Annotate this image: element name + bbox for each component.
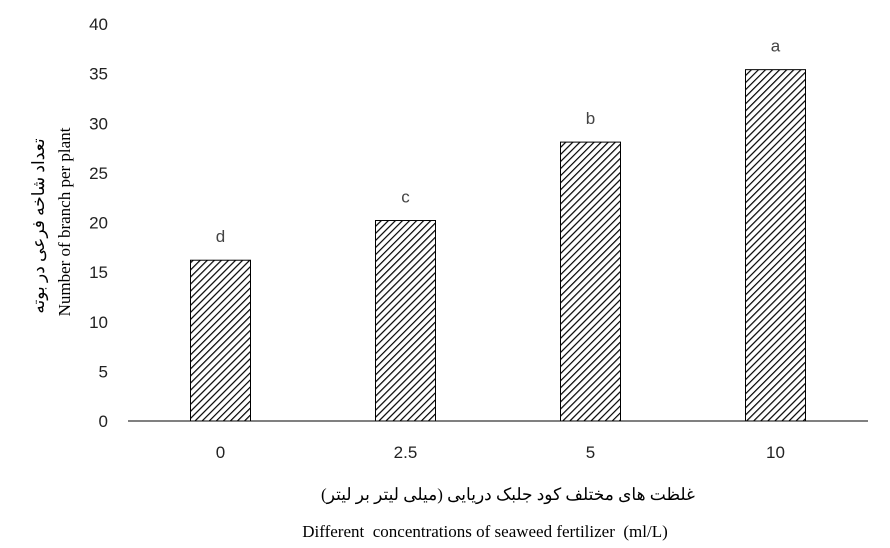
y-tick-label: 5 [99,362,108,381]
significance-letter: c [401,188,410,207]
x-tick-label: 10 [766,443,785,462]
x-axis-ticks: 0 2.5 5 10 [216,443,785,462]
bar [190,259,251,422]
significance-letters: d c b a [216,37,781,247]
y-tick-label: 10 [89,313,108,332]
y-tick-label: 40 [89,15,108,34]
significance-letter: b [586,109,595,128]
y-axis-ticks: 0 5 10 15 20 25 30 35 40 [89,15,108,431]
bar [375,220,436,422]
significance-letter: d [216,227,225,246]
y-axis-title-persian: تعداد شاخه فرعی در بوته [29,138,49,313]
y-tick-label: 20 [89,214,108,233]
x-tick-label: 0 [216,443,225,462]
y-tick-label: 25 [89,164,108,183]
y-tick-label: 15 [89,263,108,282]
bar [745,69,806,422]
significance-letter: a [771,37,781,56]
y-axis-title-english: Number of branch per plant [55,127,74,316]
x-tick-label: 5 [586,443,595,462]
x-axis-title-english: Different concentrations of seaweed fert… [302,522,668,541]
x-tick-label: 2.5 [394,443,418,462]
y-tick-label: 35 [89,65,108,84]
y-tick-label: 0 [99,412,108,431]
x-axis-title-persian: غلظت های مختلف کود جلبک دریایی (میلی لیت… [321,485,695,505]
bars [190,69,806,422]
y-tick-label: 30 [89,114,108,133]
bar [560,141,621,422]
